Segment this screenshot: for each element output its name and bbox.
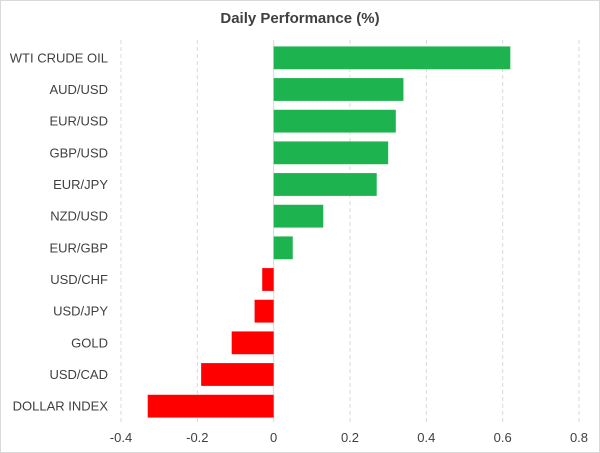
bar-usd-chf	[262, 268, 274, 291]
grid-lines	[120, 40, 580, 422]
category-label-aud-usd: AUD/USD	[49, 82, 108, 97]
bar-wti-crude-oil	[273, 46, 511, 70]
x-tick-label: 0	[270, 430, 277, 445]
category-label-usd-cad: USD/CAD	[49, 367, 108, 382]
bar-eur-usd	[273, 109, 396, 133]
category-labels: WTI CRUDE OIL AUD/USD EUR/USD GBP/USD EUR/JP…	[10, 50, 109, 413]
bar-nzd-usd	[273, 204, 324, 228]
bar-eur-gbp	[273, 236, 293, 260]
category-label-dollar-index: DOLLAR INDEX	[13, 399, 109, 414]
bars	[147, 46, 511, 418]
category-label-usd-chf: USD/CHF	[50, 272, 108, 287]
x-axis-tick-labels: -0.4 -0.2 0 0.2 0.4 0.6 0.8	[110, 430, 588, 445]
category-label-gold: GOLD	[71, 335, 108, 350]
bar-dollar-index	[147, 394, 274, 418]
bar-gbp-usd	[273, 141, 389, 165]
category-label-nzd-usd: NZD/USD	[50, 209, 108, 224]
chart-title: Daily Performance (%)	[220, 10, 379, 27]
category-label-eur-jpy: EUR/JPY	[53, 177, 108, 192]
category-label-usd-jpy: USD/JPY	[53, 304, 108, 319]
category-label-eur-usd: EUR/USD	[49, 114, 108, 129]
x-tick-label: 0.8	[570, 430, 588, 445]
category-label-eur-gbp: EUR/GBP	[49, 240, 108, 255]
bar-aud-usd	[273, 78, 404, 101]
x-tick-label: 0.6	[494, 430, 512, 445]
bar-usd-jpy	[254, 299, 274, 323]
x-tick-label: -0.4	[110, 430, 132, 445]
bar-usd-cad	[201, 363, 274, 386]
category-label-gbp-usd: GBP/USD	[49, 145, 108, 160]
category-label-wti-crude-oil: WTI CRUDE OIL	[10, 50, 108, 65]
bar-gold	[231, 331, 274, 355]
x-tick-label: 0.4	[417, 430, 435, 445]
x-tick-label: -0.2	[186, 430, 208, 445]
x-tick-label: 0.2	[341, 430, 359, 445]
bar-eur-jpy	[273, 173, 377, 196]
